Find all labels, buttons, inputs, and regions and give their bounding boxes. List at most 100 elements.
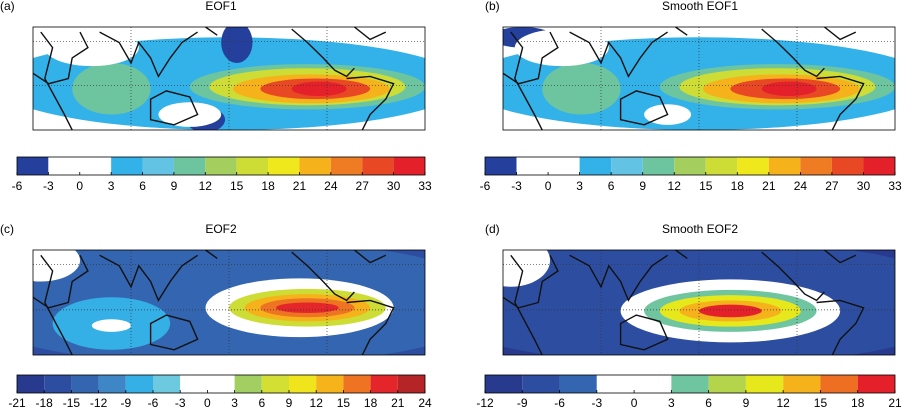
panel-title: Smooth EOF2: [662, 222, 738, 236]
coastline: [675, 250, 688, 259]
colorbar-tick-label: -9: [120, 396, 131, 410]
colorbar-frame: [16, 156, 426, 176]
colorbar-segment: [234, 375, 262, 393]
panel-label: (b): [485, 0, 500, 13]
colorbar-tick-label: 3: [108, 179, 115, 193]
colorbar-tick-label: 21: [391, 396, 405, 410]
colorbar-tick-label: 6: [705, 396, 712, 410]
colorbar-tick-label: 27: [356, 179, 370, 193]
map-frame: [502, 26, 896, 131]
colorbar-tick-label: 15: [699, 179, 713, 193]
colorbar-tick-label: -18: [36, 396, 54, 410]
coastline: [99, 31, 198, 78]
coastline: [33, 254, 89, 309]
colorbar-segment: [642, 157, 675, 175]
map: [503, 27, 895, 130]
colorbar-tick-label: 33: [888, 179, 902, 193]
coastline: [619, 314, 669, 351]
colorbar-tick-label: -3: [175, 396, 186, 410]
colorbar-segment: [125, 375, 153, 393]
coastline: [510, 31, 543, 130]
coastline: [816, 75, 865, 130]
colorbar-tick-label: 12: [310, 396, 324, 410]
colorbar-segment: [857, 375, 895, 393]
panel-title: EOF1: [205, 0, 237, 13]
colorbar-tick-label: 15: [230, 179, 244, 193]
map: [33, 250, 425, 355]
colorbar-segment: [343, 375, 371, 393]
coastline: [291, 251, 355, 302]
colorbar-segment: [548, 157, 580, 175]
colorbar-tick-label: 24: [324, 179, 338, 193]
colorbar-segment: [370, 375, 398, 393]
coastline: [205, 250, 218, 259]
colorbar-tick-label: 30: [857, 179, 871, 193]
field-contour: [91, 319, 131, 332]
colorbar-segment: [207, 375, 235, 393]
coastline: [353, 250, 387, 264]
panel-label: (a): [0, 0, 15, 13]
colorbar-segment: [142, 157, 174, 175]
colorbar-segment: [153, 375, 181, 393]
coastline: [823, 250, 857, 264]
colorbar-segment: [79, 157, 112, 175]
colorbar-segment: [611, 157, 643, 175]
colorbar-segment: [173, 157, 206, 175]
colorbar-tick-label: 21: [762, 179, 776, 193]
colorbar-tick-label: 21: [888, 396, 902, 410]
colorbar-tick-label: 18: [261, 179, 275, 193]
field-contour: [291, 81, 347, 97]
colorbar-tick-label: 18: [731, 179, 745, 193]
map-frame: [32, 249, 426, 356]
field-contour: [158, 102, 222, 127]
colorbar-tick-label: -6: [480, 179, 491, 193]
colorbar-tick-label: 33: [418, 179, 432, 193]
colorbar-tick-label: 6: [258, 396, 265, 410]
colorbar-segment: [596, 375, 635, 393]
panel-title: Smooth EOF1: [662, 0, 738, 13]
colorbar-tick-label: 15: [337, 396, 351, 410]
colorbar-segment: [783, 375, 821, 393]
colorbar-tick-label: -15: [63, 396, 81, 410]
coastline: [569, 31, 668, 78]
colorbar-tick-label: 24: [418, 396, 432, 410]
colorbar-frame: [484, 374, 896, 394]
colorbar-segment: [17, 375, 45, 393]
colorbar-tick-label: -9: [517, 396, 528, 410]
colorbar-tick-label: -6: [148, 396, 159, 410]
colorbar-segment: [261, 375, 289, 393]
coastline: [675, 27, 688, 36]
field-contour: [503, 250, 551, 287]
colorbar-tick-label: 3: [576, 179, 583, 193]
coastline: [619, 90, 669, 126]
coastline: [346, 299, 395, 355]
colorbar-segment: [268, 157, 300, 175]
coastline: [569, 254, 668, 302]
colorbar-tick-label: -6: [554, 396, 565, 410]
colorbar-segment: [98, 375, 126, 393]
colorbar-segment: [393, 157, 425, 175]
coastline: [40, 31, 73, 130]
colorbar-tick-label: 3: [668, 396, 675, 410]
colorbar-tick-label: 0: [631, 396, 638, 410]
colorbar-tick-label: 12: [199, 179, 213, 193]
colorbar-tick-label: -21: [8, 396, 26, 410]
colorbar-tick-label: 6: [139, 179, 146, 193]
coastline: [149, 90, 199, 126]
colorbar-tick-label: -12: [90, 396, 108, 410]
colorbar-tick-label: -6: [12, 179, 23, 193]
colorbar-tick-label: 9: [639, 179, 646, 193]
colorbar-segment: [316, 375, 344, 393]
colorbar-segment: [362, 157, 394, 175]
colorbar-segment: [674, 157, 706, 175]
colorbar-tick-label: 18: [851, 396, 865, 410]
colorbar-tick-label: 12: [777, 396, 791, 410]
colorbar-tick-label: 24: [794, 179, 808, 193]
colorbar-segment: [330, 157, 363, 175]
colorbar-tick-label: -12: [476, 396, 494, 410]
colorbar-segment: [768, 157, 801, 175]
coastline: [205, 27, 218, 36]
field-contour: [44, 29, 139, 67]
field-contour: [33, 250, 81, 282]
